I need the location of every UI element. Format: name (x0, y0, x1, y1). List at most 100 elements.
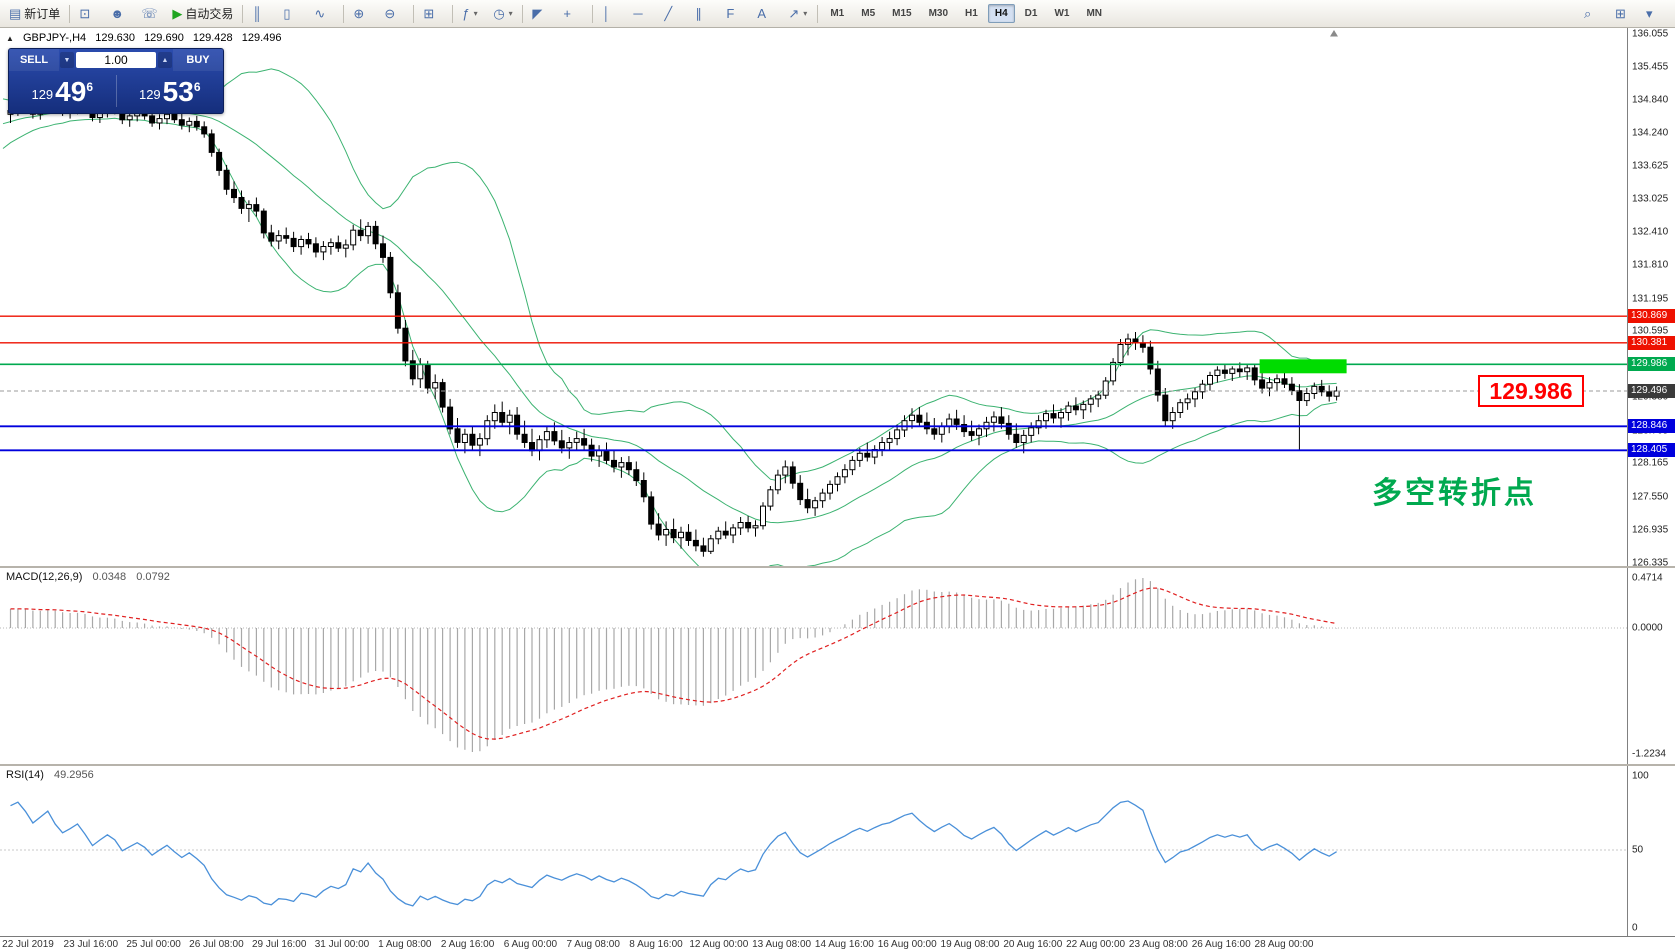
line-chart-button[interactable]: ∿ (309, 2, 339, 26)
fibonacci-button[interactable]: F (721, 2, 751, 26)
time-label: 23 Aug 08:00 (1128, 939, 1188, 950)
time-label: 22 Aug 00:00 (1066, 939, 1126, 950)
timeframe-m5-button[interactable]: M5 (861, 8, 876, 19)
macd-signal-value: 0.0792 (136, 571, 170, 583)
sell-price-sup: 6 (86, 80, 94, 94)
buy-price-sup: 6 (193, 80, 201, 94)
price-line-label: 130.381 (1628, 335, 1675, 350)
rsi-line (10, 800, 1337, 907)
time-axis[interactable]: 22 Jul 2019 23 Jul 16:00 25 Jul 00:00 26 Ju… (0, 936, 1675, 952)
chinese-annotation-text[interactable]: 多空转折点 (1372, 477, 1537, 510)
collapse-trade-panel-arrow[interactable]: ▲ (6, 34, 14, 43)
symbol-period-label: GBPJPY-,H4 (22, 32, 87, 44)
charts-layout-button[interactable]: ⊡ (74, 2, 104, 26)
vline-icon: │ (602, 6, 611, 21)
support-button[interactable]: ☏ (136, 2, 166, 26)
macd-signal-line (10, 587, 1337, 740)
price-scale[interactable]: 136.055 135.455 134.840 134.240 133.625 133.0… (1627, 28, 1675, 566)
price-tick: 133.025 (1632, 193, 1669, 205)
zoom-out-button[interactable]: ⊖ (379, 2, 409, 26)
price-tick: 135.455 (1632, 61, 1669, 73)
new-order-button[interactable]: ▤ 新订单 (4, 2, 65, 26)
volume-decrease-button[interactable]: ▼ (60, 52, 74, 68)
highlight-zone[interactable] (1259, 359, 1347, 374)
new-order-icon: ▤ (9, 6, 22, 21)
chevron-down-icon: ▾ (473, 9, 478, 18)
price-line-label: 130.869 (1628, 309, 1675, 324)
macd-scale[interactable]: 0.4714 0.0000 -1.2234 (1627, 568, 1675, 764)
autotrading-button[interactable]: ▶ 自动交易 (167, 2, 238, 26)
panel-separator[interactable] (0, 566, 1675, 568)
price-line-label: 128.846 (1628, 419, 1675, 434)
price-tick: 130.595 (1632, 325, 1669, 337)
macd-scale-max: 0.4714 (1632, 572, 1663, 584)
macd-panel: MACD(12,26,9) 0.0348 0.0792 0.4714 0.0000… (0, 568, 1675, 764)
equidistant-channel-button[interactable]: ∥ (690, 2, 720, 26)
volume-increase-button[interactable]: ▲ (158, 52, 172, 68)
arrows-button[interactable]: ↗ ▾ (783, 2, 813, 26)
toolbar-separator (343, 4, 345, 23)
time-label: 25 Jul 00:00 (126, 939, 181, 950)
vertical-line-button[interactable]: │ (597, 2, 627, 26)
quick-menu-button[interactable]: ▾ (1641, 2, 1671, 26)
time-label: 2 Aug 16:00 (440, 939, 495, 950)
timeframe-m1-button[interactable]: M1 (830, 8, 845, 19)
rsi-label: RSI(14) (6, 769, 44, 781)
rsi-scale[interactable]: 100 50 0 (1627, 766, 1675, 936)
horizontal-line-button[interactable]: ─ (628, 2, 658, 26)
cursor-icon: ◤ (532, 6, 543, 21)
search-button[interactable]: ⌕ (1579, 2, 1609, 26)
text-label-button[interactable]: A (752, 2, 782, 26)
zoom-out-icon: ⊖ (384, 6, 396, 21)
price-callout-label[interactable]: 129.986 (1478, 375, 1584, 407)
timeframe-m15-button[interactable]: M15 (892, 8, 912, 19)
toolbar-right-buttons: ⌕ ⊞ ▾ (1579, 2, 1671, 26)
zoom-in-button[interactable]: ⊕ (348, 2, 378, 26)
profile-icon: ☻ (110, 6, 124, 21)
price-tick: 131.195 (1632, 293, 1669, 304)
time-label: 14 Aug 16:00 (814, 939, 874, 950)
buy-price-big: 53 (162, 76, 194, 107)
play-icon: ▶ (172, 6, 183, 21)
profile-button[interactable]: ☻ (105, 2, 135, 26)
trendline-button[interactable]: ╱ (659, 2, 689, 26)
bar-chart-button[interactable]: ║ (247, 2, 277, 26)
cursor-button[interactable]: ◤ (527, 2, 557, 26)
rsi-canvas[interactable] (0, 766, 1628, 936)
panel-separator[interactable] (0, 764, 1675, 766)
sell-price[interactable]: 129 49 6 (9, 71, 116, 111)
timeframe-d1-button[interactable]: D1 (1024, 8, 1038, 19)
timeframe-h4-button[interactable]: H4 (987, 4, 1015, 23)
macd-label: MACD(12,26,9) (6, 571, 83, 583)
price-tick: 126.935 (1632, 524, 1669, 536)
time-label: 16 Aug 00:00 (877, 939, 937, 950)
timeframe-w1-button[interactable]: W1 (1054, 8, 1070, 19)
buy-button[interactable]: BUY (173, 49, 223, 71)
timeframe-h1-button[interactable]: H1 (965, 8, 978, 19)
main-chart-panel: ▲ GBPJPY-,H4 129.630 129.690 129.428 129… (0, 28, 1675, 566)
text-icon: A (757, 6, 766, 21)
periods-button[interactable]: ◷ ▾ (488, 2, 518, 26)
time-label: 26 Aug 16:00 (1191, 939, 1251, 950)
bid-price-label: 129.496 (1628, 384, 1675, 398)
time-label: 13 Aug 08:00 (752, 939, 812, 950)
volume-input[interactable]: 1.00 (76, 52, 156, 68)
macd-canvas[interactable] (0, 568, 1628, 764)
layout-windows-button[interactable]: ⊞ (1610, 2, 1640, 26)
price-tick: 131.810 (1632, 259, 1669, 271)
time-label: 6 Aug 00:00 (503, 939, 558, 950)
time-label: 23 Jul 16:00 (63, 939, 119, 950)
toolbar: ▤ 新订单 ⊡ ☻ ☏ ▶ 自动交易 ║ ▯ ∿ ⊕ ⊖ ⊞ ƒ ▾ ◷ ▾ ◤ + │ ─ ╱ ∥ F A ↗ ▾ M1 M5 M15… (0, 0, 1675, 28)
timeframe-m30-button[interactable]: M30 (928, 8, 949, 19)
timeframe-mn-button[interactable]: MN (1086, 8, 1102, 19)
bollinger-bands (2, 68, 1337, 566)
tile-windows-button[interactable]: ⊞ (418, 2, 448, 26)
sell-button[interactable]: SELL (9, 49, 59, 71)
candlestick-chart-button[interactable]: ▯ (278, 2, 308, 26)
crosshair-button[interactable]: + (558, 2, 588, 26)
macd-histogram (9, 578, 1338, 752)
buy-price[interactable]: 129 53 6 (117, 71, 224, 111)
rsi-header: RSI(14) 49.2956 (6, 769, 94, 781)
indicators-button[interactable]: ƒ ▾ (457, 2, 487, 26)
macd-main-value: 0.0348 (92, 571, 127, 583)
